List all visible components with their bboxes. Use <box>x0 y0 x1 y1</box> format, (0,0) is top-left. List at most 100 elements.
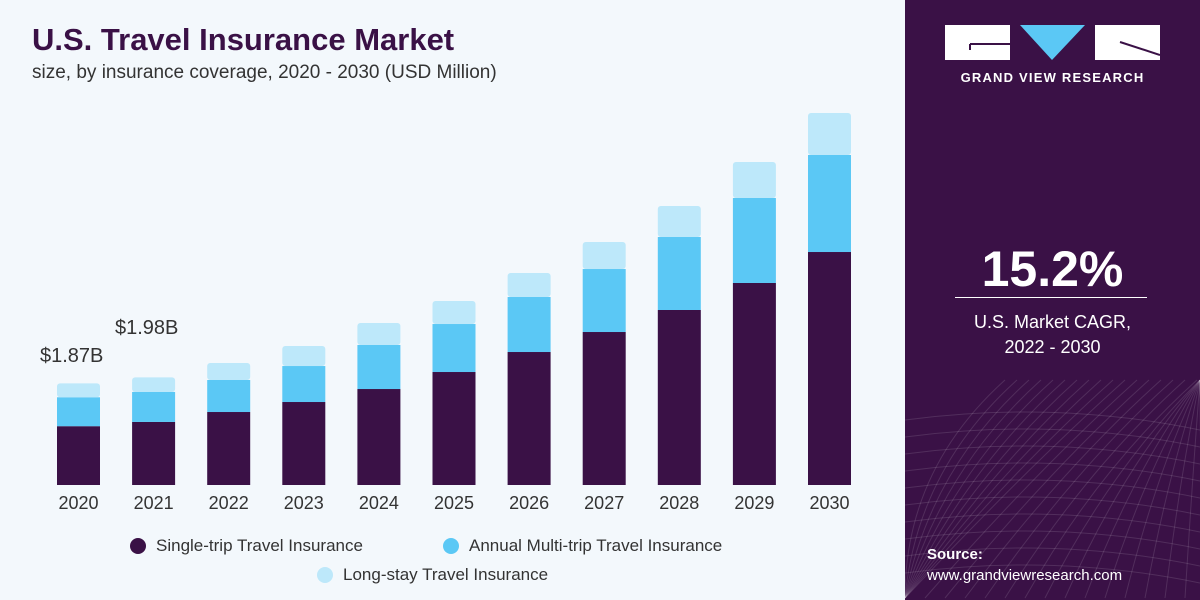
chart-subtitle: size, by insurance coverage, 2020 - 2030… <box>32 62 497 83</box>
grid-line <box>905 379 1078 599</box>
bar-segment-2027-annual-multi-trip <box>582 269 626 333</box>
bar-segment-2021-long-stay <box>132 377 176 392</box>
grid-line <box>905 564 1200 584</box>
bar-segment-2020-long-stay <box>57 383 100 398</box>
grid-line <box>1184 379 1200 599</box>
x-tick-label: 2029 <box>734 493 774 513</box>
grid-line <box>905 445 1200 465</box>
x-tick-label: 2027 <box>584 493 624 513</box>
bar-segment-2030-single-trip <box>808 252 851 485</box>
bar-segment-2030-annual-multi-trip <box>808 155 851 253</box>
grid-line <box>905 530 1200 550</box>
x-tick-label: 2030 <box>809 493 849 513</box>
bar-segment-2020-annual-multi-trip <box>57 397 100 427</box>
grid-line <box>905 379 1018 599</box>
grid-line <box>905 513 1200 533</box>
bar-chart: 2020 2021 2022 2023 2024 2025 2026 2027 2028 2029… <box>40 112 851 513</box>
legend-swatch <box>317 567 333 583</box>
bar-segment-2020-single-trip <box>57 426 100 485</box>
data-label-2021: $1.98B <box>115 317 178 339</box>
grid-line <box>1124 379 1200 599</box>
bar-segment-2029-annual-multi-trip <box>732 197 776 283</box>
legend-label: Annual Multi-trip Travel Insurance <box>469 536 723 555</box>
grid-line <box>1084 379 1200 599</box>
bar-segment-2026-long-stay <box>507 272 551 298</box>
grid-line <box>905 379 1102 599</box>
bar-segment-2022-long-stay <box>207 362 251 380</box>
bar-segment-2023-single-trip <box>282 402 326 485</box>
cagr-label-line1: U.S. Market CAGR, <box>973 312 1132 332</box>
data-label-2020: $1.87B <box>40 345 103 367</box>
grid-line <box>1004 379 1186 599</box>
divider <box>955 297 1147 298</box>
grid-line <box>905 479 1200 499</box>
bar-segment-2024-single-trip <box>357 389 401 485</box>
legend-swatch <box>130 538 146 554</box>
x-tick-label: 2020 <box>58 493 98 513</box>
bar-segment-2027-single-trip <box>582 332 626 485</box>
bar-segment-2026-annual-multi-trip <box>507 297 551 353</box>
grid-line <box>905 379 1066 599</box>
grid-line <box>905 496 1200 516</box>
grid-line <box>984 379 1174 599</box>
legend-item-single-trip: Single-trip Travel Insurance <box>130 536 363 556</box>
bar-segment-2028-annual-multi-trip <box>657 237 701 310</box>
bar-segment-2029-long-stay <box>732 162 776 198</box>
grid-line <box>964 379 1162 599</box>
grid-line <box>1144 379 1200 599</box>
grid-line <box>905 379 1042 599</box>
bar-segment-2022-annual-multi-trip <box>207 380 251 413</box>
cagr-label-line2: 2022 - 2030 <box>1004 337 1101 357</box>
info-panel: GRAND VIEW RESEARCH 15.2% U.S. Market CA… <box>905 0 1200 600</box>
grid-line <box>905 379 1030 599</box>
bar-segment-2030-long-stay <box>808 112 851 155</box>
cagr-value: 15.2% <box>981 241 1124 297</box>
x-tick-label: 2024 <box>359 493 399 513</box>
bar-segment-2025-long-stay <box>432 301 476 325</box>
bar-segment-2021-single-trip <box>132 421 176 485</box>
legend-swatch <box>443 538 459 554</box>
legend-item-long-stay: Long-stay Travel Insurance <box>317 565 548 585</box>
x-tick-label: 2025 <box>434 493 474 513</box>
x-tick-label: 2021 <box>134 493 174 513</box>
grid-line <box>1024 379 1198 599</box>
legend-label: Single-trip Travel Insurance <box>156 536 363 555</box>
cagr-label: U.S. Market CAGR, 2022 - 2030 <box>905 310 1200 360</box>
grid-line <box>905 379 1126 599</box>
bar-segment-2028-single-trip <box>657 310 701 485</box>
legend-label: Long-stay Travel Insurance <box>343 565 549 584</box>
decorative-grid <box>905 379 1200 599</box>
grid-line <box>905 411 1200 431</box>
bar-segment-2023-long-stay <box>282 346 326 367</box>
grand-view-research-logo <box>945 25 1160 60</box>
bar-segment-2026-single-trip <box>507 352 551 485</box>
source-label: Source: <box>927 546 983 563</box>
x-tick-label: 2028 <box>659 493 699 513</box>
x-tick-label: 2023 <box>284 493 324 513</box>
bar-segment-2029-single-trip <box>732 282 776 485</box>
bar-segment-2025-annual-multi-trip <box>432 324 476 373</box>
brand-name: GRAND VIEW RESEARCH <box>960 70 1145 85</box>
grid-line <box>924 379 1138 599</box>
grid-line <box>905 547 1200 567</box>
bar-segment-2024-long-stay <box>357 322 401 345</box>
bar-segment-2023-annual-multi-trip <box>282 366 326 403</box>
bar-segment-2028-long-stay <box>657 206 701 238</box>
bar-segment-2027-long-stay <box>582 242 626 270</box>
bar-segment-2024-annual-multi-trip <box>357 345 401 390</box>
x-tick-label: 2022 <box>209 493 249 513</box>
chart-title: U.S. Travel Insurance Market <box>32 22 455 57</box>
source-url[interactable]: www.grandviewresearch.com <box>927 567 1123 584</box>
bar-segment-2022-single-trip <box>207 412 251 485</box>
grid-line <box>1164 379 1200 599</box>
grid-line <box>905 379 1114 599</box>
grid-line <box>1104 379 1200 599</box>
grid-line <box>905 379 1090 599</box>
grid-line <box>905 462 1200 482</box>
grid-line <box>944 379 1150 599</box>
grid-line <box>1044 379 1200 599</box>
grid-line <box>1064 379 1200 599</box>
legend-item-annual-multi-trip: Annual Multi-trip Travel Insurance <box>443 536 722 556</box>
bar-segment-2021-annual-multi-trip <box>132 391 176 422</box>
x-tick-label: 2026 <box>509 493 549 513</box>
